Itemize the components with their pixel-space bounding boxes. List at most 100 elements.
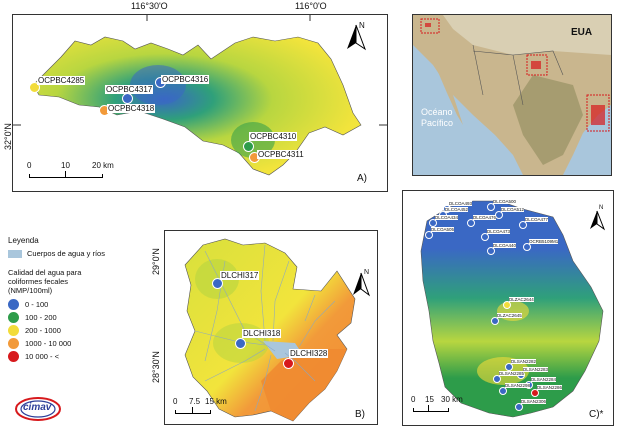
north-arrow-icon [590, 210, 606, 231]
legend-swatch [8, 299, 19, 310]
legend-class-label: 10 000 - < [25, 352, 59, 361]
legend-class-label: 0 - 100 [25, 300, 49, 309]
legend-swatch [8, 351, 19, 362]
site-marker[interactable] [487, 247, 495, 255]
legend-class-label: 1000 - 10 000 [25, 339, 72, 348]
site-label: OCPBC4311 [257, 150, 305, 159]
site-marker[interactable] [493, 375, 501, 383]
panel-a-map: OCPBC4285 OCPBC4317 OCPBC4316 OCPBC4318 … [12, 14, 388, 192]
legend-class-label: 100 - 200 [25, 313, 57, 322]
site-marker[interactable] [531, 389, 539, 397]
site-marker[interactable] [283, 358, 294, 369]
site-label: DLSAN2286 [537, 385, 563, 390]
panel-letter-c: C)* [589, 409, 604, 420]
lon-label-a2: 116°0'O [295, 1, 327, 11]
inset-ocean-label-1: Océano [421, 107, 453, 117]
site-marker[interactable] [499, 387, 507, 395]
site-label: DLSAN2283 [523, 367, 549, 372]
scale-bar-c: 0 15 30 km [411, 395, 491, 417]
site-marker[interactable] [495, 211, 503, 219]
site-label: OCRB5109M1 [529, 239, 559, 244]
basin-shape-a [32, 36, 362, 176]
lon-label-a1: 116°30'O [131, 1, 168, 11]
site-label: OCPBC4285 [37, 76, 86, 85]
site-marker[interactable] [243, 141, 254, 152]
site-label: DLCOA473 [487, 229, 511, 234]
site-marker[interactable] [122, 93, 133, 104]
site-label: DLCOA512 [501, 207, 525, 212]
site-label: DLCOA434 [435, 215, 459, 220]
site-label: DLSAN2284 [531, 377, 557, 382]
north-label: N [364, 269, 370, 276]
scale-tick-label: 20 km [92, 161, 114, 170]
scale-tick-label: 0 [27, 161, 32, 170]
site-marker[interactable] [481, 233, 489, 241]
site-marker[interactable] [505, 363, 513, 371]
site-label: DLCHI318 [242, 329, 282, 338]
site-label: DLZAC2644 [509, 297, 534, 302]
site-label: DLSAN2282 [511, 359, 537, 364]
site-marker[interactable] [515, 403, 523, 411]
site-marker[interactable] [429, 219, 437, 227]
site-label: OCPBC4317 [105, 85, 154, 94]
site-label: DLCHI317 [220, 271, 260, 280]
inset-map: EUA Océano Pacífico [412, 14, 612, 176]
panel-b-basin [184, 238, 356, 422]
site-marker[interactable] [212, 278, 223, 289]
legend-title: Leyenda [8, 236, 39, 245]
legend-water-row: Cuerpos de agua y ríos [8, 249, 156, 258]
site-label: OCPBC4310 [249, 132, 298, 141]
legend-class-row: 10 000 - < [8, 351, 156, 362]
legend-swatch [8, 338, 19, 349]
site-label: DLCHI328 [289, 349, 329, 358]
quality-title-line: Calidad del agua para [8, 268, 82, 277]
north-label: N [599, 205, 604, 211]
site-marker[interactable] [523, 243, 531, 251]
site-label: OCPBC4316 [161, 75, 210, 84]
cimav-logo: cimav [14, 394, 62, 424]
site-marker[interactable] [519, 221, 527, 229]
legend-class-label: 200 - 1000 [25, 326, 61, 335]
site-label: DLSAN2306 [521, 399, 547, 404]
site-label: DLZAC2645 [497, 313, 522, 318]
north-label: N [359, 21, 365, 30]
logo-text: cimav [23, 402, 52, 413]
quality-title-line: (NMP/100ml) [8, 286, 53, 295]
scale-tick-label: 15 km [205, 397, 227, 406]
inset-ocean-label-2: Pacífico [421, 118, 454, 128]
site-marker[interactable] [235, 338, 246, 349]
scale-tick-label: 0 [411, 395, 416, 404]
water-label: Cuerpos de agua y ríos [27, 249, 105, 258]
legend-class-row: 100 - 200 [8, 312, 156, 323]
legend-swatch [8, 325, 19, 336]
panel-letter-b: B) [355, 409, 365, 420]
legend-classes: 0 - 100 100 - 200 200 - 1000 1000 - 10 000 1… [8, 299, 156, 362]
quality-title: Calidad del agua para coliformes fecales… [8, 268, 156, 295]
site-marker[interactable] [491, 317, 499, 325]
panel-letter-a: A) [357, 173, 367, 184]
quality-title-line: coliformes fecales [8, 277, 69, 286]
scale-tick-label: 7.5 [189, 397, 201, 406]
site-label: DLSAN2298 [505, 383, 531, 388]
site-marker[interactable] [29, 82, 40, 93]
lat-label-b2: 28°30'N [151, 351, 161, 383]
north-arrow-icon [347, 24, 367, 51]
legend-class-row: 200 - 1000 [8, 325, 156, 336]
site-marker[interactable] [487, 203, 495, 211]
site-marker[interactable] [425, 231, 433, 239]
site-label: DLCOA493 [449, 201, 473, 206]
site-marker[interactable] [467, 219, 475, 227]
site-label: DLCOA440 [493, 243, 517, 248]
scale-tick-label: 10 [61, 161, 70, 170]
lat-label-b1: 29°0'N [151, 248, 161, 275]
legend-class-row: 1000 - 10 000 [8, 338, 156, 349]
site-label: DLCOA477 [525, 217, 549, 222]
scale-tick-label: 0 [173, 397, 178, 406]
scale-tick-label: 30 km [441, 395, 463, 404]
site-label: OCPBC4318 [107, 104, 156, 113]
site-label: DLSAN2285 [499, 371, 525, 376]
panel-b-map: DLCHI317 DLCHI318 DLCHI328 N 0 7.5 15 km… [164, 230, 378, 425]
legend: Leyenda Cuerpos de agua y ríos Calidad d… [8, 236, 156, 386]
site-marker[interactable] [503, 301, 511, 309]
inset-country-label: EUA [571, 27, 593, 38]
